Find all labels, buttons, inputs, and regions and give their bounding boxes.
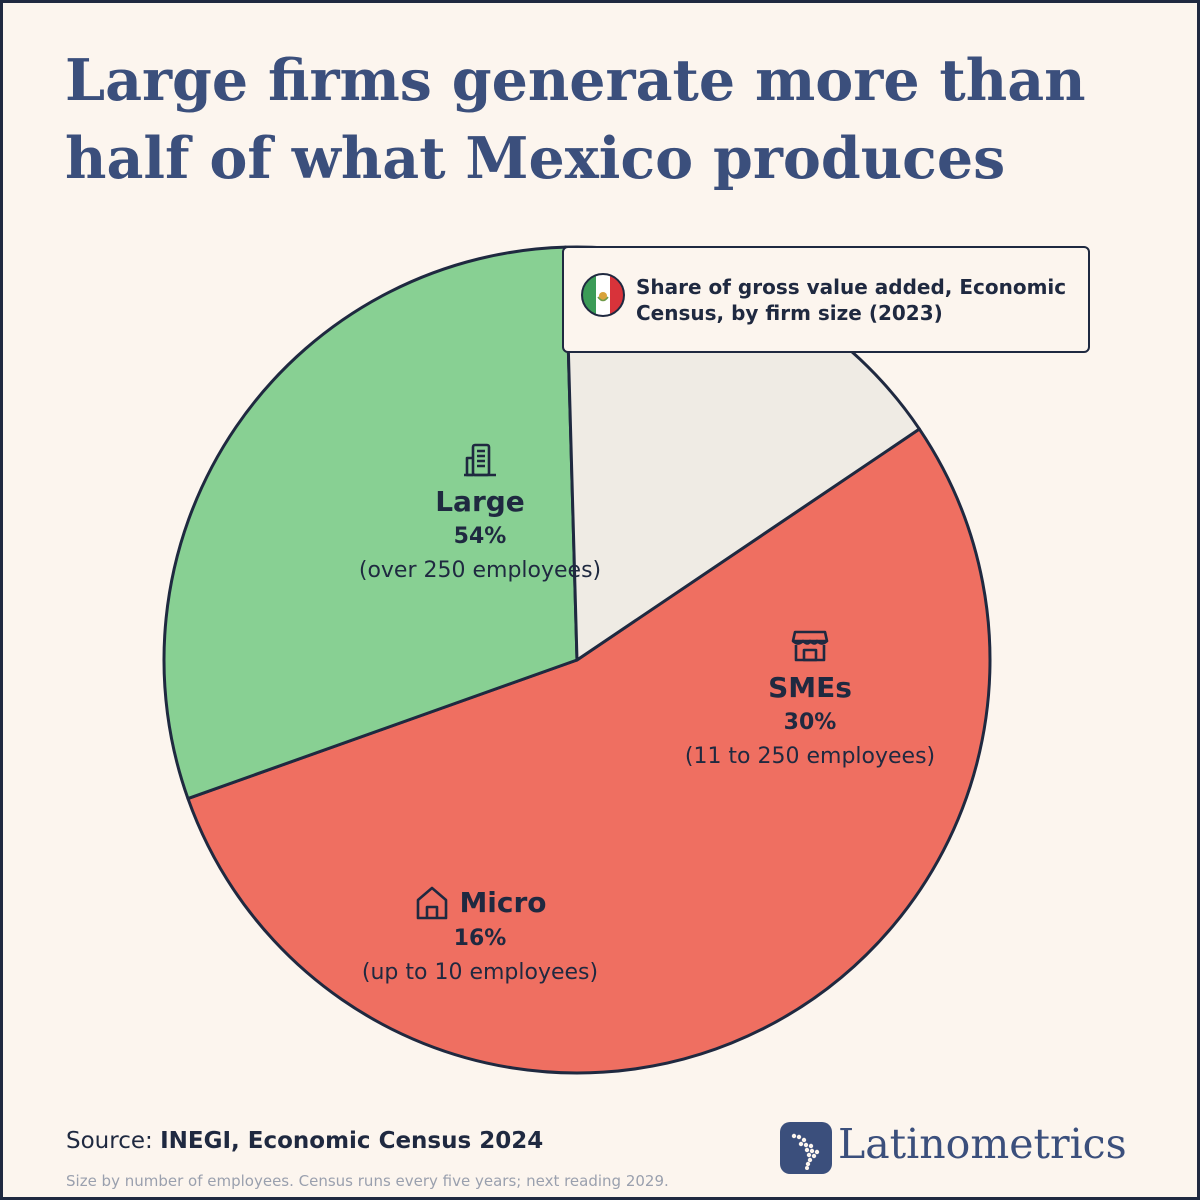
micro-heading-row: Micro: [330, 884, 630, 922]
slice-name-micro: Micro: [459, 886, 547, 919]
source-name: INEGI, Economic Census 2024: [160, 1128, 544, 1154]
brand-name: Latinometrics: [838, 1120, 1127, 1168]
storefront-icon: [791, 630, 829, 662]
slice-value-smes: 30%: [783, 710, 837, 735]
legend-text: Share of gross value added, Economic Cen…: [636, 274, 1081, 326]
slice-desc-micro: (up to 10 employees): [361, 960, 599, 985]
chart-legend: Share of gross value added, Economic Cen…: [562, 246, 1090, 353]
latin-america-map-icon: [780, 1122, 832, 1174]
slice-name-smes: SMEs: [768, 671, 852, 704]
slice-label-micro: Micro 16% (up to 10 employees): [330, 884, 630, 990]
slice-value-micro: 16%: [453, 926, 507, 951]
footnote: Size by number of employees. Census runs…: [66, 1172, 669, 1190]
chart-title: Large firms generate more than half of w…: [65, 42, 1165, 198]
source-prefix: Source:: [66, 1128, 161, 1154]
slice-desc-large: (over 250 employees): [358, 558, 602, 583]
title-line-2: half of what Mexico produces: [65, 125, 1006, 192]
title-line-1: Large firms generate more than: [65, 47, 1086, 114]
legend-line-2: Census, by firm size (2023): [636, 301, 943, 325]
slice-desc-smes: (11 to 250 employees): [684, 744, 936, 769]
building-icon: [464, 443, 496, 477]
brand-logo: Latinometrics: [780, 1118, 1180, 1178]
slice-label-smes: SMEs 30% (11 to 250 employees): [660, 624, 960, 774]
source-line: Source: INEGI, Economic Census 2024: [66, 1128, 543, 1154]
slice-name-large: Large: [435, 485, 525, 518]
pie-slice-large: [186, 427, 992, 1075]
house-icon: [417, 886, 448, 920]
slice-value-large: 54%: [453, 524, 507, 549]
pie-slice-smes: [162, 245, 579, 801]
legend-line-1: Share of gross value added, Economic: [636, 275, 1067, 299]
slice-label-large: Large 54% (over 250 employees): [330, 440, 630, 588]
mexico-flag-icon: [581, 273, 625, 317]
